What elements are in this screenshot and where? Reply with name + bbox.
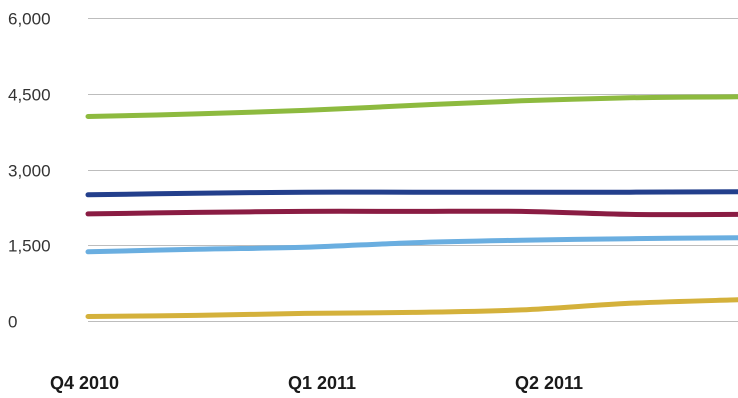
series-line-1 bbox=[85, 94, 738, 119]
y-tick-label: 1,500 bbox=[8, 237, 51, 256]
y-tick-label: 3,000 bbox=[8, 162, 51, 181]
series-line-4 bbox=[85, 235, 738, 255]
series-line-3 bbox=[85, 208, 738, 218]
y-tick-label: 0 bbox=[8, 313, 17, 332]
x-axis-tick-labels: Q4 2010 Q1 2011 Q2 2011 bbox=[50, 373, 583, 393]
y-axis-tick-labels: 0 1,500 3,000 4,500 6,000 bbox=[8, 10, 51, 332]
x-tick-label: Q1 2011 bbox=[288, 373, 356, 393]
series-line-5 bbox=[85, 297, 738, 319]
gridlines bbox=[88, 18, 738, 322]
x-tick-label: Q4 2010 bbox=[50, 373, 119, 393]
y-tick-label: 6,000 bbox=[8, 10, 51, 29]
y-tick-label: 4,500 bbox=[8, 86, 51, 105]
series-line-2 bbox=[85, 189, 738, 198]
series-lines bbox=[85, 94, 738, 319]
x-tick-label: Q2 2011 bbox=[515, 373, 583, 393]
